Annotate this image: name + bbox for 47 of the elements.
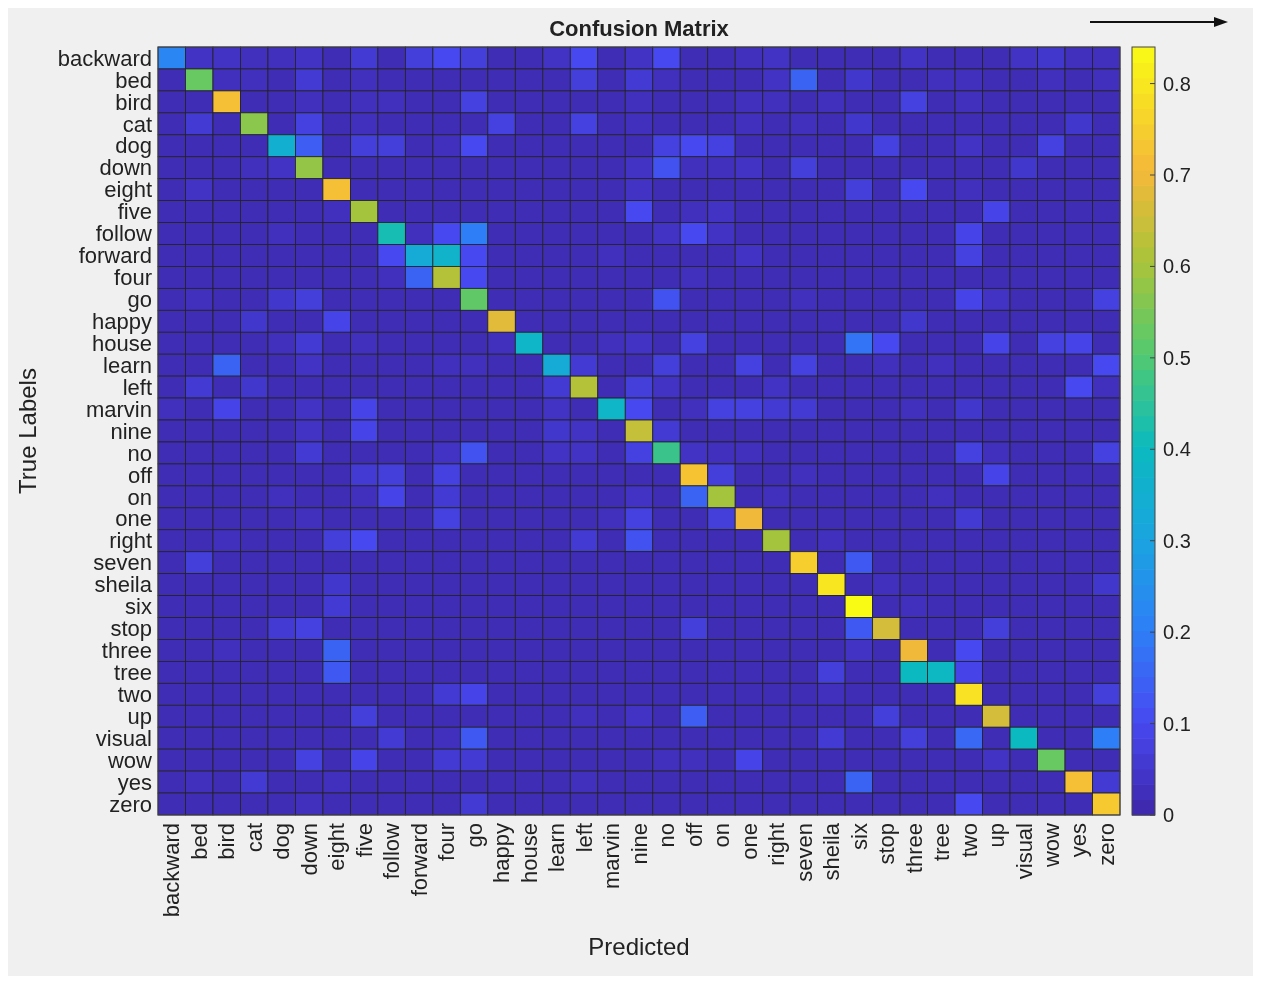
x-tick-label: bird xyxy=(214,823,240,860)
x-tick-label: three xyxy=(901,823,927,874)
x-tick-label: wow xyxy=(1038,822,1064,869)
chart-title: Confusion Matrix xyxy=(549,16,730,41)
color-bar-label: 0.4 xyxy=(1163,438,1191,461)
x-tick-label: five xyxy=(351,823,377,858)
color-bar-label: 0.5 xyxy=(1163,346,1191,369)
color-bar-label: 0.2 xyxy=(1163,621,1191,644)
x-tick-label: off xyxy=(681,822,707,848)
x-tick-label: sheila xyxy=(819,822,845,881)
x-tick-label: learn xyxy=(544,823,570,872)
x-tick-label: right xyxy=(764,823,790,866)
x-tick-label: two xyxy=(956,823,982,858)
x-tick-label: forward xyxy=(406,823,432,897)
x-tick-label: house xyxy=(516,823,542,883)
x-tick-label: cat xyxy=(241,823,267,853)
x-tick-label: down xyxy=(296,823,322,876)
color-bar-label: 0.3 xyxy=(1163,529,1191,552)
x-tick-label: bed xyxy=(186,823,212,860)
color-bar-label: 0.8 xyxy=(1163,72,1191,95)
color-bar-label: 0.1 xyxy=(1163,712,1191,735)
x-tick-label: one xyxy=(736,823,762,860)
x-tick-label: follow xyxy=(379,822,405,880)
x-tick-label: zero xyxy=(1093,823,1119,866)
x-tick-label: marvin xyxy=(599,823,625,890)
x-tick-label: stop xyxy=(874,823,900,865)
x-tick-label: left xyxy=(571,823,597,853)
color-bar-label: 0 xyxy=(1163,804,1175,826)
x-tick-label: eight xyxy=(324,823,350,871)
x-tick-label: happy xyxy=(489,823,515,883)
x-tick-label: yes xyxy=(1066,823,1092,858)
x-tick-label: on xyxy=(709,823,735,848)
x-tick-label: seven xyxy=(791,823,817,882)
x-tick-label: dog xyxy=(269,823,295,860)
x-tick-label: go xyxy=(461,823,487,848)
x-axis-title: Predicted xyxy=(588,933,690,960)
x-tick-label: four xyxy=(434,823,460,861)
x-tick-label: nine xyxy=(626,823,652,865)
x-tick-label: up xyxy=(984,823,1010,848)
color-bar-label: 0.6 xyxy=(1163,255,1191,278)
x-tick-label: tree xyxy=(929,823,955,861)
x-tick-label: six xyxy=(846,823,872,850)
y-axis-title: True Labels xyxy=(14,368,42,494)
x-tick-label: visual xyxy=(1011,823,1037,880)
x-tick-label: no xyxy=(654,823,680,848)
y-tick-label: eight xyxy=(104,177,152,203)
color-bar-label: 0.7 xyxy=(1163,164,1191,186)
